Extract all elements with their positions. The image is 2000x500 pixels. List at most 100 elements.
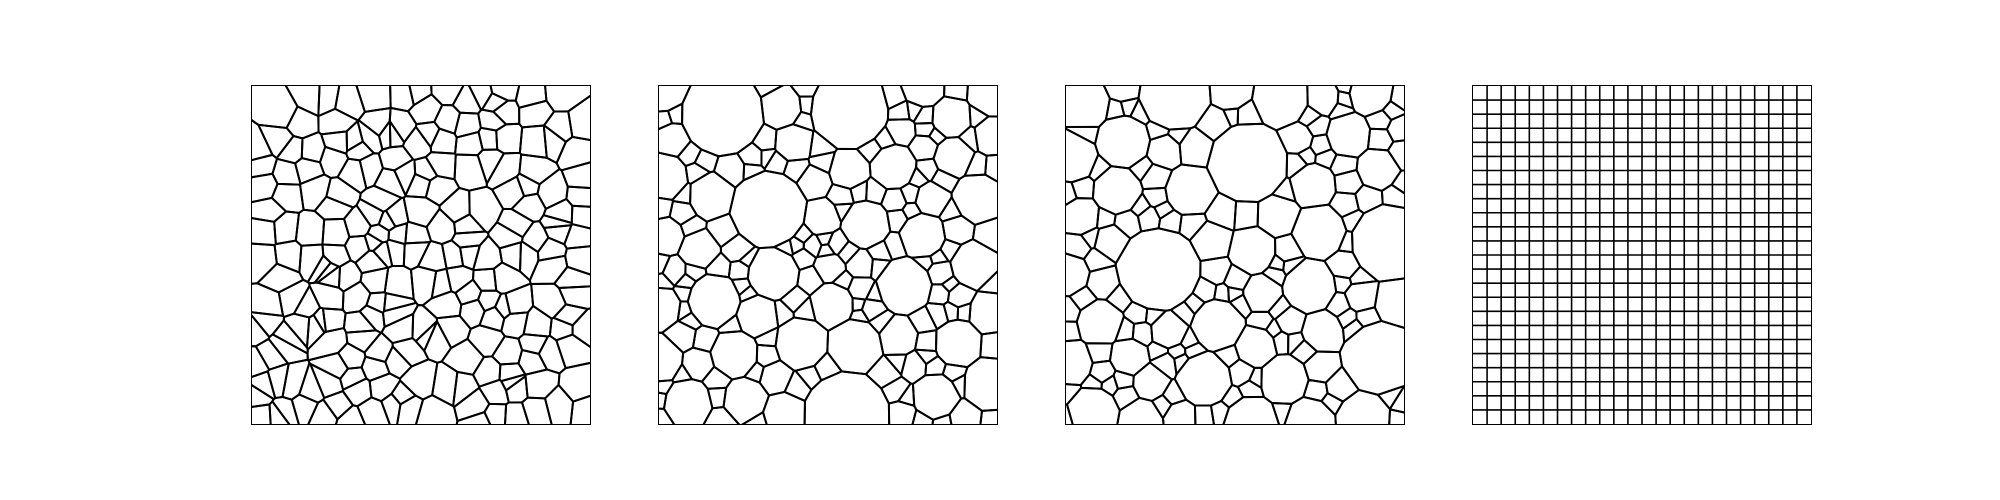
packed-cell — [1182, 291, 1207, 316]
packed-cell — [913, 348, 940, 366]
voronoi-cell — [468, 86, 494, 112]
packed-cell — [704, 250, 732, 279]
voronoi-cell — [429, 127, 458, 155]
packed-cell — [705, 212, 741, 249]
voronoi-cell — [563, 222, 590, 250]
packed-cell — [830, 268, 855, 292]
packed-cell — [1169, 300, 1196, 328]
packed-cell — [1273, 304, 1308, 336]
voronoi-cell — [255, 262, 305, 294]
voronoi-cell — [358, 304, 386, 334]
packed-cell — [881, 353, 908, 377]
packed-cell — [912, 104, 935, 125]
packed-cell — [1070, 175, 1096, 200]
packed-cell — [1068, 284, 1099, 312]
packed-cell — [702, 405, 741, 424]
packed-cell — [1066, 383, 1083, 406]
packed-cell — [956, 301, 972, 323]
packed-cell — [671, 362, 694, 384]
packed-cell — [659, 196, 675, 220]
voronoi-cell — [322, 389, 355, 421]
packed-cell — [1334, 388, 1392, 424]
packed-cell — [659, 252, 672, 275]
voronoi-cell — [271, 318, 309, 356]
packed-cell — [979, 408, 997, 424]
packed-cell — [814, 231, 835, 247]
voronoi-cell — [528, 254, 569, 285]
packed-cell — [741, 410, 768, 424]
packed-cell — [659, 407, 676, 424]
packed-cell — [809, 86, 890, 150]
packed-cell — [1178, 125, 1216, 169]
voronoi-cell — [524, 368, 561, 400]
packed-cell — [1113, 314, 1136, 343]
packed-cell — [1152, 199, 1176, 221]
packed-cell — [1212, 282, 1231, 304]
packed-cell — [1184, 341, 1210, 360]
packed-cell — [676, 300, 693, 322]
packed-cell — [1287, 331, 1306, 356]
packed-cell — [773, 298, 795, 329]
packed-cell — [1351, 203, 1404, 283]
packed-circles-tessellation-b — [1066, 86, 1404, 424]
voronoi-cell — [476, 148, 506, 186]
packed-cell — [1179, 325, 1201, 350]
packed-cell — [939, 237, 963, 264]
packed-cell — [913, 121, 936, 138]
voronoi-cell — [492, 261, 532, 295]
packed-cell — [1203, 191, 1238, 232]
packed-cell — [1282, 255, 1308, 278]
packed-cell — [1087, 152, 1113, 183]
packed-cell — [1390, 169, 1404, 195]
voronoi-cell — [382, 291, 418, 313]
packed-cell — [1199, 255, 1233, 287]
packed-cell — [855, 137, 883, 165]
packed-cell — [832, 202, 855, 225]
voronoi-cell — [341, 280, 372, 315]
packed-cell — [1104, 282, 1134, 315]
voronoi-cell — [453, 213, 488, 235]
voronoi-cell — [520, 220, 550, 254]
packed-cell — [730, 277, 752, 297]
packed-cell — [1166, 342, 1187, 360]
packed-cell — [700, 365, 734, 390]
packed-cell — [659, 122, 693, 159]
packed-cell — [869, 257, 893, 282]
packed-cell — [1079, 226, 1101, 250]
voronoi-cell — [377, 145, 415, 172]
packed-circles-tessellation-a — [659, 86, 997, 424]
packed-cell — [1127, 154, 1155, 183]
voronoi-cell — [522, 304, 553, 338]
voronoi-cell — [268, 399, 291, 424]
voronoi-cell — [312, 306, 328, 334]
voronoi-cell — [342, 310, 379, 334]
packed-cell — [979, 331, 997, 360]
voronoi-cell — [342, 203, 372, 239]
packed-cell — [1137, 86, 1212, 131]
random-voronoi-panel — [251, 85, 591, 425]
packed-cell — [659, 272, 676, 291]
voronoi-cell — [560, 161, 590, 190]
packed-cell — [1389, 86, 1404, 112]
packed-cell — [864, 353, 903, 390]
packed-cell — [1166, 127, 1193, 146]
packed-cell — [1144, 119, 1171, 142]
packed-cell — [1296, 145, 1317, 166]
packed-cell — [796, 264, 826, 297]
voronoi-cell — [343, 234, 371, 265]
packed-cell — [1323, 249, 1362, 280]
packed-cell — [671, 181, 692, 205]
voronoi-cell — [518, 153, 561, 186]
packed-cell — [753, 86, 784, 99]
packed-cell — [1386, 139, 1404, 172]
packed-cell — [1376, 384, 1404, 411]
voronoi-cell — [252, 172, 279, 204]
packed-cell — [848, 308, 871, 324]
packed-cell — [1340, 208, 1366, 234]
packed-cell — [668, 199, 699, 227]
packed-cell — [1380, 183, 1404, 209]
packed-circles-panel-a — [658, 85, 998, 425]
packed-cell — [1324, 290, 1352, 319]
voronoi-cell — [423, 319, 453, 364]
packed-cell — [1066, 338, 1094, 387]
